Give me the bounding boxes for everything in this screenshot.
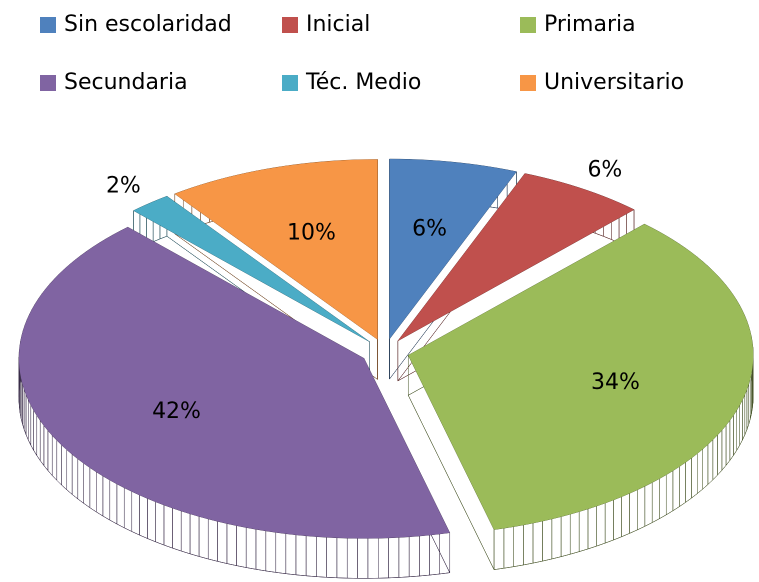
data-label: 10% xyxy=(287,220,336,245)
legend-swatch xyxy=(282,75,298,91)
legend-label: Universitario xyxy=(544,70,684,95)
legend-swatch xyxy=(520,17,536,33)
legend-label: Sin escolaridad xyxy=(64,12,232,37)
data-label: 34% xyxy=(591,370,640,395)
data-label: 42% xyxy=(152,399,201,424)
slice xyxy=(133,196,370,342)
legend-label: Téc. Medio xyxy=(305,70,421,95)
data-label: 6% xyxy=(587,158,622,183)
legend-swatch xyxy=(520,75,536,91)
legend-label: Secundaria xyxy=(64,70,188,95)
data-label: 6% xyxy=(412,216,447,241)
slice xyxy=(389,159,517,340)
slice xyxy=(18,227,450,539)
legend-swatch xyxy=(40,17,56,33)
legend-swatch xyxy=(282,17,298,33)
slice xyxy=(397,173,635,341)
slice xyxy=(174,159,378,340)
slice xyxy=(408,224,754,530)
legend-label: Inicial xyxy=(306,12,370,37)
legend-swatch xyxy=(40,75,56,91)
legend-label: Primaria xyxy=(544,12,636,37)
data-label: 2% xyxy=(106,173,141,198)
